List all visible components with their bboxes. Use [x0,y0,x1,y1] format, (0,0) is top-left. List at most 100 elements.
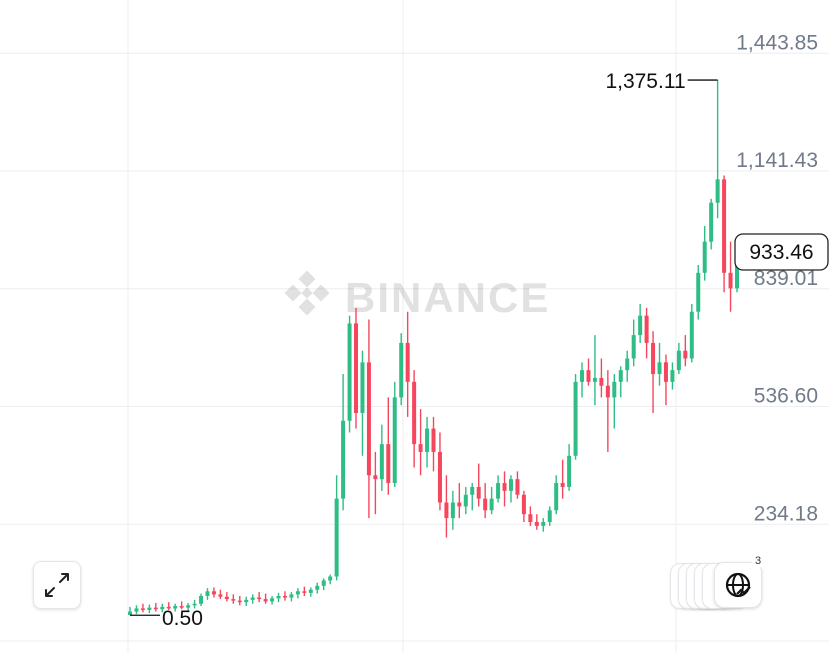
candle [612,374,617,429]
candle [315,582,320,594]
candle-body [263,599,268,602]
candle-body [405,342,410,382]
candle-body [160,606,165,610]
candle [489,486,494,515]
binance-logo-icon [284,270,330,316]
globe-button[interactable] [714,562,762,608]
candle-body [250,597,255,600]
candle [160,603,165,613]
candle-body [418,444,423,452]
candle [334,475,339,581]
candle-body [554,483,559,511]
candle-body [192,603,197,606]
candle [534,514,539,530]
y-axis: 1,443.85 1,141.43 839.01 536.60 234.18 [736,31,818,525]
candle [231,594,236,604]
candle [392,381,397,487]
candle [625,350,630,382]
candle [573,374,578,460]
candle [521,490,526,522]
candle [554,475,559,515]
candle [366,319,371,519]
candle [586,358,591,386]
candle-body [528,514,533,522]
candle [199,593,204,607]
candle [696,265,701,320]
y-tick-label: 234.18 [754,502,818,525]
candle [644,307,649,359]
candle [560,459,565,499]
candle-body [173,606,178,609]
candle-body [140,608,145,610]
candle-body [702,241,707,273]
candle-body [334,498,339,577]
candle-body [450,502,455,519]
candle-body [592,377,597,382]
candle-body [560,483,565,487]
candle [186,602,191,611]
candle [599,358,604,398]
candle [702,226,707,281]
y-tick-label: 839.01 [754,267,818,290]
candle-body [734,251,740,289]
candle-body [127,611,133,615]
candle [437,432,442,511]
chart-annotations: 1,375.11 0.50 933.46 [130,70,829,630]
candle-body [366,362,371,476]
candle-body [638,315,643,336]
candle [541,518,546,532]
candle-body [508,479,513,491]
candle [295,588,300,599]
candle [580,362,585,398]
candle-body [211,591,216,595]
candle-body [308,589,313,593]
candle-body [631,335,636,359]
candle-body [218,594,223,597]
candle [250,594,255,604]
candle-body [431,428,436,452]
candle [276,592,281,603]
candle [205,588,210,600]
candle-body [425,428,430,452]
candle [270,595,275,605]
candle-body [153,607,158,610]
candle [683,335,688,367]
candle-body [722,179,727,273]
expand-button[interactable] [33,561,81,609]
candle [728,241,733,312]
current-price-box [734,233,829,271]
candle-body [625,358,630,371]
candle [605,370,610,452]
candle-body [689,311,694,359]
candle-body [437,451,442,503]
candle [592,335,597,406]
candle-body [728,272,733,289]
candle-body [605,385,610,398]
candle [515,471,520,499]
candle [147,604,152,614]
candle-body [457,502,462,507]
candle [405,311,410,417]
candle-body [399,342,404,398]
candle [134,605,139,615]
candle-body [360,362,365,413]
y-tick-label: 536.60 [754,385,818,408]
candle [463,486,468,515]
candle-body [644,315,649,343]
candle [412,370,417,468]
candle-body [515,479,520,495]
candle-body [412,381,417,445]
candle [386,397,391,495]
candle [709,198,714,250]
candle-body [282,595,287,598]
candle [302,586,307,596]
candle-body [612,381,617,398]
candle-body [347,323,352,421]
candle [663,354,668,406]
candle [528,506,533,526]
candle-body [521,494,526,515]
candle-body [696,272,701,312]
